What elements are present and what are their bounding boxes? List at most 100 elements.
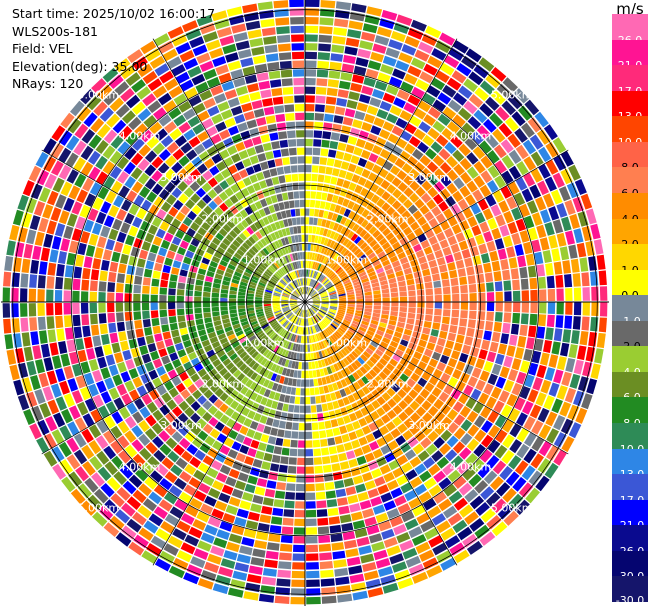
radar-gate <box>352 381 361 391</box>
radar-gate <box>30 375 41 391</box>
radar-gate <box>386 113 399 124</box>
radar-gate <box>433 193 444 205</box>
radar-gate <box>383 141 395 152</box>
radar-gate <box>251 323 260 329</box>
radar-gate <box>258 80 271 90</box>
radar-gate <box>449 542 465 556</box>
radar-gate <box>384 452 396 463</box>
radar-gate <box>423 114 436 126</box>
radar-gate <box>348 384 357 393</box>
radar-gate <box>84 398 97 412</box>
radar-gate <box>248 348 257 356</box>
radar-gate <box>130 246 140 258</box>
radar-gate <box>139 447 152 461</box>
radar-gate <box>370 340 379 348</box>
radar-gate <box>401 163 413 174</box>
radar-gate <box>151 318 160 327</box>
radar-gate <box>90 118 105 133</box>
radar-gate <box>262 369 270 378</box>
radar-gate <box>74 123 89 139</box>
radar-gate <box>284 321 291 329</box>
radar-gate <box>154 397 165 409</box>
radar-gate <box>313 316 318 323</box>
radar-gate <box>97 186 110 200</box>
radar-gate <box>44 173 57 189</box>
radar-gate <box>323 349 329 357</box>
radar-gate <box>380 492 393 503</box>
radar-gate <box>498 390 510 403</box>
radar-gate <box>473 109 488 124</box>
radar-gate <box>571 330 580 345</box>
radar-gate <box>364 311 372 316</box>
radar-gate <box>183 187 195 198</box>
radar-gate <box>246 369 255 378</box>
radar-gate <box>332 320 340 327</box>
radar-gate <box>236 508 249 519</box>
radar-gate <box>338 307 346 311</box>
radar-gate <box>414 394 425 405</box>
radar-gate <box>596 332 606 349</box>
radar-gate <box>507 221 518 235</box>
radar-gate <box>179 269 188 277</box>
radar-gate <box>502 322 511 334</box>
radar-gate <box>295 112 305 121</box>
radar-gate <box>313 352 318 360</box>
start-time-text: Start time: 2025/10/02 16:00:17 <box>12 6 216 21</box>
radar-gate <box>345 423 355 433</box>
radar-gate <box>292 553 305 561</box>
radar-gate <box>312 295 319 299</box>
radar-gate <box>23 409 36 425</box>
radar-gate <box>103 430 116 444</box>
radar-gate <box>386 508 400 519</box>
radar-gate <box>179 471 192 483</box>
radar-gate <box>465 453 478 466</box>
radar-gate <box>292 334 297 342</box>
radar-gate <box>327 437 336 446</box>
radar-gate <box>116 312 124 322</box>
radar-gate <box>275 312 283 317</box>
radar-gate <box>276 384 283 393</box>
radar-gate <box>381 310 390 315</box>
radar-gate <box>486 455 500 469</box>
radar-gate <box>338 309 346 313</box>
radar-gate <box>326 269 333 277</box>
radar-gate <box>528 362 539 376</box>
radar-gate <box>361 122 373 132</box>
radar-gate <box>364 14 380 25</box>
radar-gate <box>330 274 337 281</box>
radar-gate <box>95 171 108 185</box>
range-ring-label: 5.00km <box>491 88 533 101</box>
radar-gate <box>270 277 278 284</box>
radar-gate <box>299 199 305 208</box>
radar-gate <box>148 513 164 527</box>
radar-gate <box>372 337 381 345</box>
radar-gate <box>459 352 469 363</box>
radar-gate <box>238 169 249 179</box>
radar-gate <box>153 484 168 498</box>
radar-gate <box>92 258 102 270</box>
radar-gate <box>286 322 292 330</box>
radar-gate <box>485 73 501 89</box>
radar-gate <box>285 491 295 500</box>
radar-gate <box>282 517 294 526</box>
radar-gate <box>269 168 278 177</box>
radar-gate <box>220 310 229 316</box>
radar-gate <box>231 379 240 389</box>
radar-gate <box>144 327 153 336</box>
radar-gate <box>155 528 171 542</box>
radar-gate <box>154 558 171 572</box>
radar-gate <box>141 550 158 564</box>
radar-gate <box>202 411 213 422</box>
radar-gate <box>180 513 195 525</box>
radar-gate <box>419 549 435 562</box>
radar-gate <box>164 78 179 91</box>
radar-gate <box>382 367 392 376</box>
radar-gate <box>453 163 466 176</box>
radar-gate <box>302 252 305 260</box>
radar-gate <box>307 252 310 260</box>
radar-gate <box>268 342 275 350</box>
radar-gate <box>280 210 287 219</box>
radar-gate <box>269 132 279 141</box>
radar-gate <box>337 310 345 315</box>
radar-gate <box>199 60 214 72</box>
